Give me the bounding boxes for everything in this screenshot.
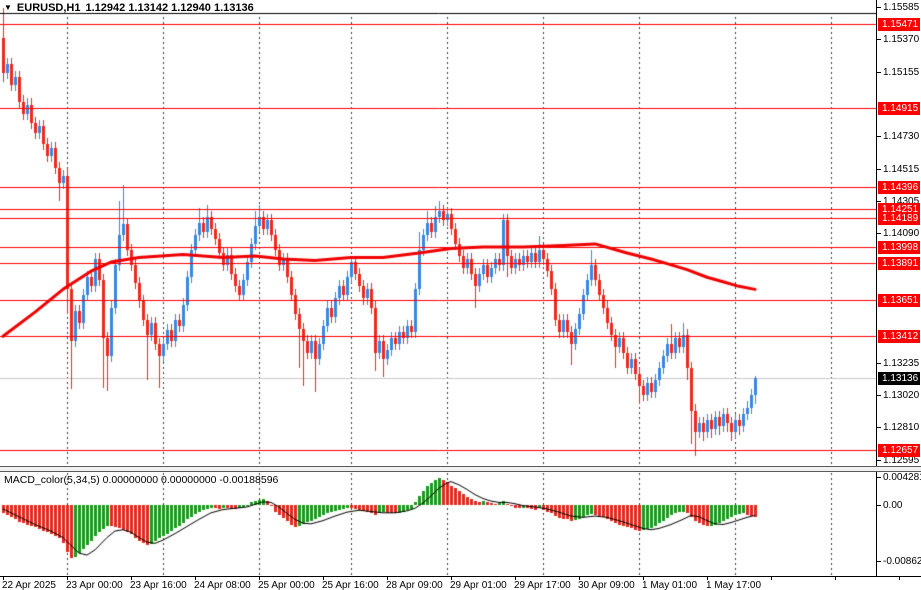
level-price-badge: 1.15471 [878, 18, 920, 31]
scale-tick [877, 427, 881, 428]
price-scale-divider [876, 0, 877, 577]
scale-tick [877, 39, 881, 40]
price-tick-label: 1.15370 [883, 34, 920, 45]
time-tick [387, 577, 388, 580]
scale-tick [877, 201, 881, 202]
time-tick-label: 29 Apr 01:00 [450, 580, 507, 590]
scale-tick [877, 561, 881, 562]
price-tick-label: 1.15585 [883, 2, 920, 13]
scale-tick [877, 169, 881, 170]
chart-title: ▼ EURUSD,H1 1.12942 1.13142 1.12940 1.13… [4, 1, 254, 15]
scale-tick [877, 395, 881, 396]
time-tick-label: 30 Apr 09:00 [578, 580, 635, 590]
pane-splitter[interactable] [0, 466, 921, 472]
time-tick [707, 577, 708, 580]
scale-tick [877, 136, 881, 137]
scale-tick [877, 477, 881, 478]
time-tick-label: 23 Apr 16:00 [130, 580, 187, 590]
level-price-badge: 1.14189 [878, 212, 920, 225]
price-tick-label: 1.14730 [883, 131, 920, 142]
price-tick-label: 1.14515 [883, 164, 920, 175]
price-tick-label: 1.14305 [883, 196, 920, 207]
level-price-badge: 1.13998 [878, 241, 920, 254]
price-tick-label: 1.13235 [883, 358, 920, 369]
time-tick-label: 22 Apr 2025 [2, 580, 56, 590]
time-tick [323, 577, 324, 580]
macd-indicator-label: MACD_color(5,34,5) 0.00000000 0.00000000… [4, 474, 279, 486]
level-price-badge: 1.14915 [878, 102, 920, 115]
chevron-down-icon[interactable]: ▼ [4, 3, 12, 12]
time-tick [899, 577, 900, 580]
ohlc-values: 1.12942 1.13142 1.12940 1.13136 [85, 2, 254, 14]
scale-tick [877, 233, 881, 234]
level-price-badge: 1.12657 [878, 444, 920, 457]
time-tick [643, 577, 644, 580]
time-tick-label: 25 Apr 16:00 [322, 580, 379, 590]
scale-tick [877, 505, 881, 506]
scale-tick [877, 460, 881, 461]
time-tick-label: 1 May 17:00 [706, 580, 762, 590]
macd-scale-label: 0.0042819 [883, 472, 921, 483]
time-tick [195, 577, 196, 580]
time-tick [771, 577, 772, 580]
time-tick [3, 577, 4, 580]
level-price-badge: 1.13412 [878, 330, 920, 343]
time-scale-axis[interactable]: 22 Apr 2025 23 Apr 00:00 23 Apr 16:00 24 Ap… [0, 576, 921, 590]
time-tick [515, 577, 516, 580]
macd-indicator-canvas[interactable] [0, 472, 877, 576]
scale-tick [877, 72, 881, 73]
time-tick [67, 577, 68, 580]
price-tick-label: 1.12595 [883, 455, 920, 466]
scale-tick [877, 363, 881, 364]
time-tick-label: 1 May 01:00 [642, 580, 698, 590]
time-tick [259, 577, 260, 580]
time-tick [835, 577, 836, 580]
price-tick-label: 1.15155 [883, 67, 920, 78]
level-price-badge: 1.13891 [878, 257, 920, 270]
time-tick-label: 28 Apr 09:00 [386, 580, 443, 590]
price-chart-canvas[interactable] [0, 0, 877, 466]
time-tick-label: 23 Apr 00:00 [66, 580, 123, 590]
time-tick-label: 24 Apr 08:00 [194, 580, 251, 590]
price-tick-label: 1.12810 [883, 422, 920, 433]
time-tick [131, 577, 132, 580]
price-tick-label: 1.13020 [883, 390, 920, 401]
level-price-badge: 1.14396 [878, 181, 920, 194]
time-tick [451, 577, 452, 580]
price-scale-axis[interactable]: 1.15585 1.15370 1.15155 1.14730 1.14515 1.143… [877, 0, 921, 576]
time-tick-label: 25 Apr 00:00 [258, 580, 315, 590]
time-tick-label: 29 Apr 17:00 [514, 580, 571, 590]
level-price-badge: 1.13651 [878, 294, 920, 307]
macd-scale-label: 0.00 [883, 500, 903, 511]
time-tick [579, 577, 580, 580]
scale-tick [877, 7, 881, 8]
current-price-badge: 1.13136 [878, 372, 920, 385]
price-tick-label: 1.14090 [883, 228, 920, 239]
symbol-period-label: EURUSD,H1 [16, 2, 81, 14]
